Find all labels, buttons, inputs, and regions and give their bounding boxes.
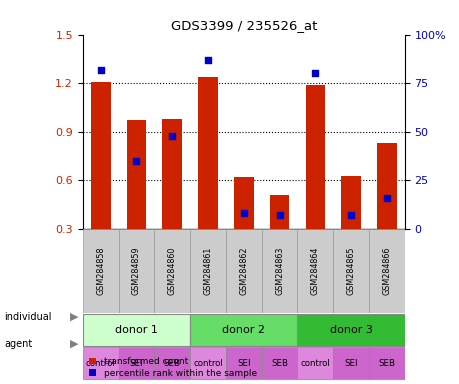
FancyBboxPatch shape [83, 314, 190, 346]
FancyBboxPatch shape [190, 314, 297, 346]
Text: donor 1: donor 1 [115, 325, 157, 335]
Legend: transformed count, percentile rank within the sample: transformed count, percentile rank withi… [87, 355, 258, 379]
Point [168, 132, 175, 139]
Text: GSM284858: GSM284858 [96, 247, 105, 295]
Text: SEI: SEI [129, 359, 143, 368]
FancyBboxPatch shape [83, 229, 118, 313]
FancyBboxPatch shape [190, 229, 225, 313]
Bar [198, 77, 218, 229]
FancyBboxPatch shape [368, 347, 404, 379]
Text: ▶: ▶ [70, 339, 78, 349]
Point [133, 158, 140, 164]
Title: GDS3399 / 235526_at: GDS3399 / 235526_at [170, 19, 316, 32]
Text: agent: agent [5, 339, 33, 349]
FancyBboxPatch shape [261, 347, 297, 379]
FancyBboxPatch shape [154, 347, 190, 379]
Text: GSM284866: GSM284866 [381, 247, 391, 295]
Text: SEI: SEI [236, 359, 250, 368]
Bar [234, 177, 253, 229]
Text: individual: individual [5, 312, 52, 322]
Point [311, 70, 319, 76]
Text: SEI: SEI [344, 359, 357, 368]
Bar [305, 85, 325, 229]
FancyBboxPatch shape [368, 229, 404, 313]
FancyBboxPatch shape [332, 347, 368, 379]
Text: donor 2: donor 2 [222, 325, 265, 335]
Text: SEB: SEB [378, 359, 395, 368]
FancyBboxPatch shape [297, 314, 404, 346]
FancyBboxPatch shape [297, 229, 332, 313]
Text: GSM284864: GSM284864 [310, 247, 319, 295]
Bar [341, 175, 360, 229]
FancyBboxPatch shape [83, 347, 118, 379]
Text: control: control [86, 359, 115, 368]
Point [97, 66, 104, 73]
FancyBboxPatch shape [261, 229, 297, 313]
Text: SEB: SEB [163, 359, 180, 368]
FancyBboxPatch shape [332, 229, 368, 313]
Text: control: control [193, 359, 223, 368]
Bar [376, 143, 396, 229]
Text: GSM284861: GSM284861 [203, 247, 212, 295]
Point [347, 212, 354, 218]
Text: control: control [300, 359, 330, 368]
Point [240, 210, 247, 217]
FancyBboxPatch shape [297, 347, 332, 379]
FancyBboxPatch shape [154, 229, 190, 313]
Text: ▶: ▶ [70, 312, 78, 322]
FancyBboxPatch shape [225, 347, 261, 379]
Bar [269, 195, 289, 229]
Text: GSM284863: GSM284863 [274, 247, 284, 295]
Text: GSM284865: GSM284865 [346, 247, 355, 295]
Text: GSM284859: GSM284859 [132, 247, 140, 295]
Bar [162, 119, 182, 229]
FancyBboxPatch shape [225, 229, 261, 313]
Bar [126, 121, 146, 229]
Point [204, 57, 211, 63]
Text: GSM284862: GSM284862 [239, 247, 248, 295]
FancyBboxPatch shape [118, 347, 154, 379]
Text: donor 3: donor 3 [329, 325, 372, 335]
Text: GSM284860: GSM284860 [168, 247, 176, 295]
FancyBboxPatch shape [190, 347, 225, 379]
Text: SEB: SEB [270, 359, 287, 368]
FancyBboxPatch shape [118, 229, 154, 313]
Point [382, 195, 390, 201]
Bar [91, 81, 110, 229]
Point [275, 212, 283, 218]
